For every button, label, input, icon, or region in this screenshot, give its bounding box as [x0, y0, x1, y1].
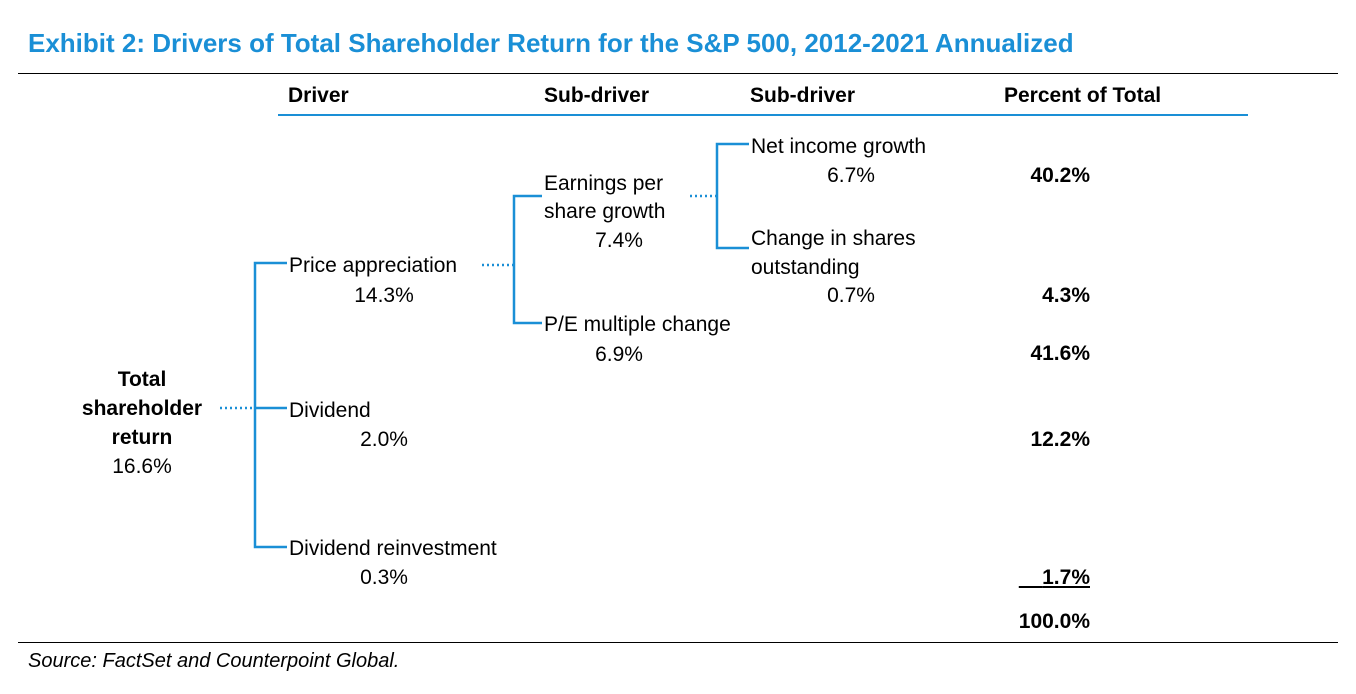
sub-sub-driver-net-income-label: Net income growth — [751, 135, 927, 158]
percent-total: 100.0% — [1018, 610, 1090, 633]
percent-shares-change: 4.3% — [1042, 284, 1090, 307]
top-rule — [18, 73, 1338, 74]
driver-bracket — [253, 261, 287, 549]
sub-sub-driver-bracket — [715, 142, 749, 250]
header-driver: Driver — [288, 84, 349, 107]
root-label-line1: Total — [117, 368, 167, 391]
root-label-line3: return — [111, 426, 173, 449]
header-percent-of-total: Percent of Total — [1004, 84, 1162, 107]
root-label-line2: shareholder — [81, 397, 203, 420]
source-note: Source: FactSet and Counterpoint Global. — [28, 650, 400, 672]
driver-dividend-reinvestment-label: Dividend reinvestment — [289, 537, 497, 560]
sub-sub-driver-shares-value: 0.7% — [827, 284, 875, 307]
percent-pe-change: 41.6% — [1030, 342, 1090, 365]
driver-dividend-reinvestment-value: 0.3% — [360, 566, 408, 589]
bottom-rule — [18, 642, 1338, 643]
sub-driver-pe-value: 6.9% — [595, 343, 643, 366]
percent-dividend: 12.2% — [1030, 428, 1090, 451]
exhibit-title: Exhibit 2: Drivers of Total Shareholder … — [28, 28, 1074, 58]
percent-dividend-reinvestment: 1.7% — [1042, 566, 1090, 589]
driver-price-appreciation-value: 14.3% — [354, 284, 414, 307]
sub-driver-eps-label-line2: share growth — [544, 200, 666, 223]
sub-driver-eps-value: 7.4% — [595, 229, 643, 252]
driver-dividend-value: 2.0% — [360, 428, 408, 451]
sub-sub-driver-shares-label-line2: outstanding — [751, 256, 860, 279]
sub-driver-bracket — [512, 194, 542, 325]
underline-spacer — [1019, 566, 1042, 589]
driver-dividend-label: Dividend — [289, 399, 371, 422]
percent-dividend-reinvestment-row: 1.7% — [960, 563, 1090, 592]
header-sub-driver-2: Sub-driver — [750, 84, 856, 107]
header-sub-driver-1: Sub-driver — [544, 84, 650, 107]
sub-driver-eps-label-line1: Earnings per — [544, 172, 664, 195]
sub-sub-driver-net-income-value: 6.7% — [827, 164, 875, 187]
header-underline — [278, 114, 1248, 116]
driver-price-appreciation-label: Price appreciation — [289, 254, 458, 277]
percent-net-income-growth: 40.2% — [1030, 164, 1090, 187]
sub-sub-driver-shares-label-line1: Change in shares — [751, 227, 916, 250]
root-value: 16.6% — [112, 455, 172, 478]
sub-driver-pe-label: P/E multiple change — [544, 313, 731, 336]
